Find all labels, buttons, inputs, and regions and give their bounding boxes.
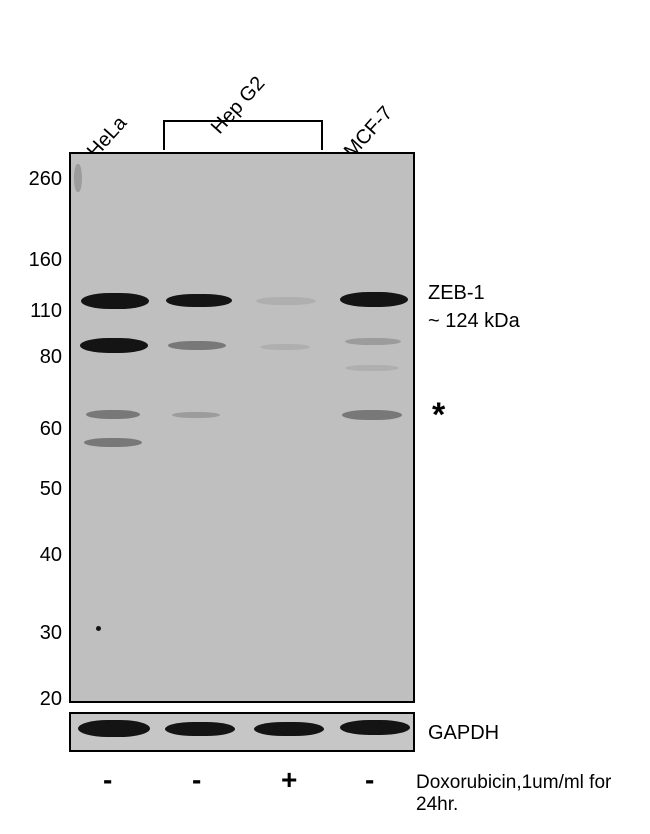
band-main-3 (84, 438, 142, 447)
mw-40: 40 (12, 544, 62, 567)
band-gapdh-3 (340, 720, 410, 735)
mw-20: 20 (12, 688, 62, 711)
hepg2-bracket (163, 120, 323, 150)
band-main-12 (345, 365, 399, 371)
band-main-7 (172, 412, 220, 418)
target-label-zeb1: ZEB-1 (428, 282, 485, 305)
band-main-0 (81, 293, 149, 309)
band-gapdh-1 (165, 722, 235, 736)
band-main-9 (260, 344, 310, 350)
band-main-11 (345, 338, 401, 345)
target-label-kda: ~ 124 kDa (428, 310, 520, 333)
mw-110: 110 (12, 300, 62, 323)
mw-30: 30 (12, 622, 62, 645)
treatment-condition-label: Doxorubicin,1um/ml for 24hr. (416, 772, 650, 816)
band-main-1 (80, 338, 148, 353)
treatment-lane-2: - (192, 764, 201, 796)
treatment-lane-3: + (281, 764, 297, 796)
band-main-13 (342, 410, 402, 420)
band-gapdh-0 (78, 720, 150, 737)
band-main-10 (340, 292, 408, 307)
band-main-8 (256, 297, 316, 305)
western-blot-figure: HeLa Hep G2 MCF-7 260 160 110 80 60 50 4… (0, 0, 650, 834)
mw-50: 50 (12, 478, 62, 501)
loading-label-gapdh: GAPDH (428, 722, 499, 745)
band-main-4 (74, 164, 82, 192)
band-main-6 (168, 341, 226, 350)
band-main-2 (86, 410, 140, 419)
mw-160: 160 (12, 249, 62, 272)
artifact-spot-0 (96, 626, 101, 631)
nonspecific-asterisk: * (432, 396, 445, 435)
treatment-lane-4: - (365, 764, 374, 796)
mw-60: 60 (12, 418, 62, 441)
mw-260: 260 (12, 168, 62, 191)
mw-80: 80 (12, 346, 62, 369)
band-main-5 (166, 294, 232, 307)
main-blot-bg (71, 154, 413, 701)
main-blot (69, 152, 415, 703)
treatment-lane-1: - (103, 764, 112, 796)
band-gapdh-2 (254, 722, 324, 736)
